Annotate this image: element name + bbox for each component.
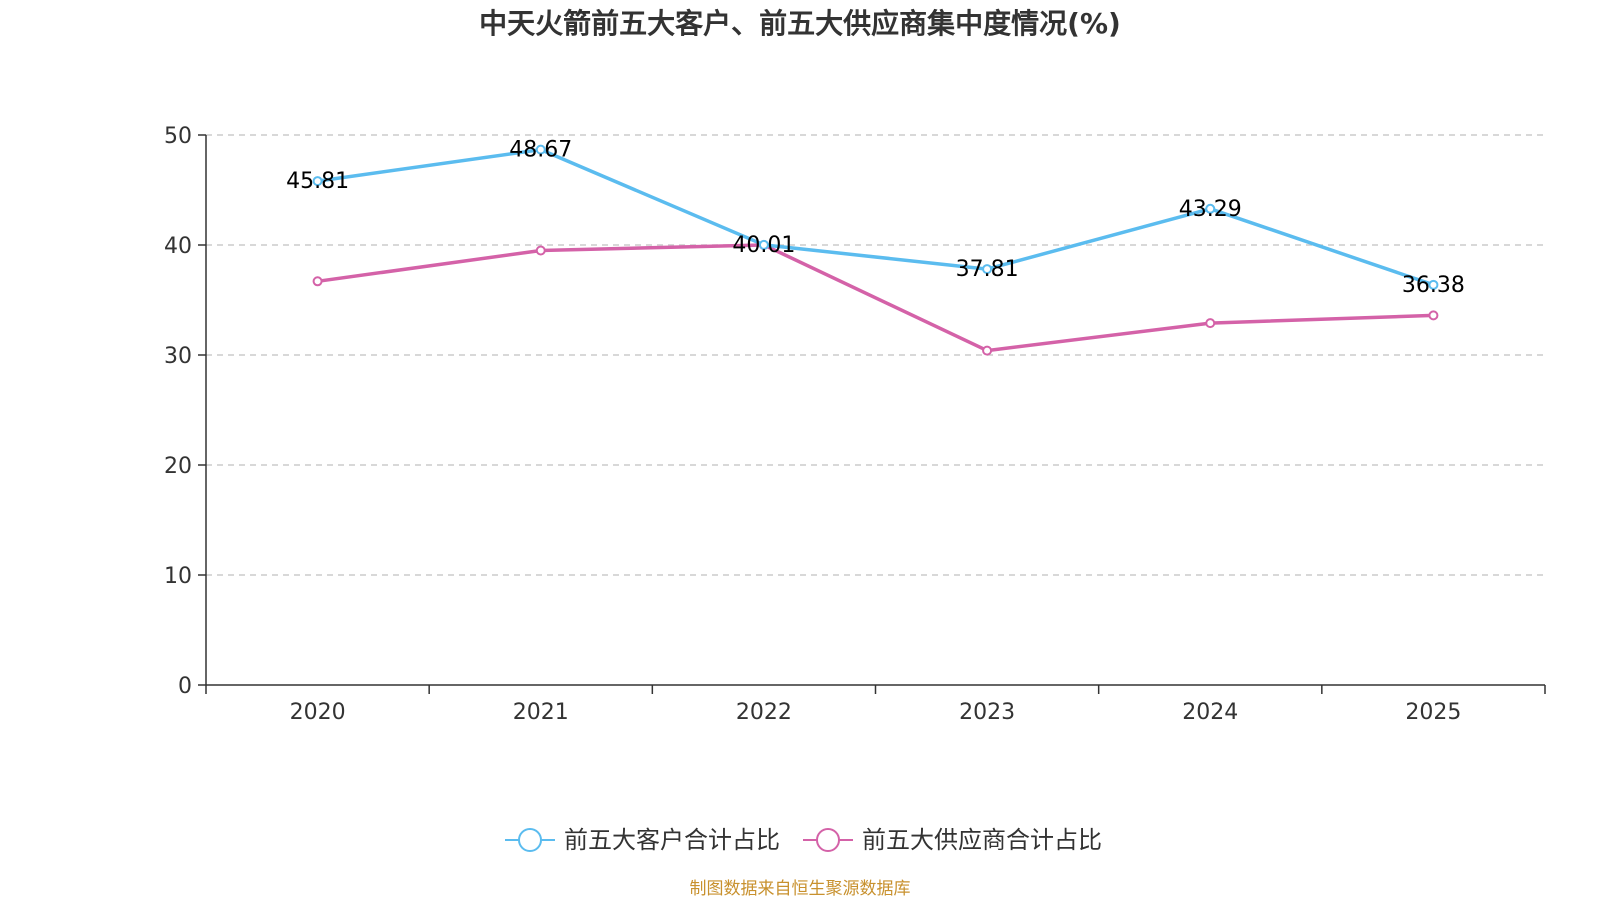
data-point-s1-2023 [982, 345, 993, 356]
x-tick-label-2021: 2021 [513, 700, 569, 725]
data-label-2025: 36.38 [1402, 273, 1465, 298]
x-tick-label-2025: 2025 [1405, 700, 1461, 725]
axes [205, 135, 1545, 686]
data-label-2021: 48.67 [509, 138, 572, 163]
x-tick-label-2023: 2023 [959, 700, 1015, 725]
x-tick-label-2020: 2020 [290, 700, 346, 725]
legend[interactable]: 前五大客户合计占比 前五大供应商合计占比 [505, 826, 1102, 854]
source-note: 制图数据来自恒生聚源数据库 [690, 879, 911, 899]
data-point-s1-2025 [1428, 310, 1439, 321]
data-point-s0-2021 [535, 144, 546, 155]
data-point-s0-2025 [1428, 279, 1439, 290]
y-tick-label-40: 40 [164, 234, 192, 259]
legend-label-suppliers: 前五大供应商合计占比 [862, 826, 1102, 854]
legend-item-suppliers[interactable]: 前五大供应商合计占比 [803, 826, 1102, 854]
data-point-s0-2024 [1205, 203, 1216, 214]
y-tick-label-20: 20 [164, 454, 192, 479]
data-point-s0-2020 [312, 176, 323, 187]
legend-item-customers[interactable]: 前五大客户合计占比 [505, 826, 780, 854]
grid-lines [206, 134, 1545, 576]
series-line-1 [317, 243, 1434, 353]
chart-title: 中天火箭前五大客户、前五大供应商集中度情况(%) [479, 7, 1121, 40]
data-point-s1-2021 [535, 245, 546, 256]
data-point-s1-2020 [312, 276, 323, 287]
y-tick-label-50: 50 [164, 124, 192, 149]
data-point-s0-2022 [758, 239, 769, 250]
series-line-0 [317, 147, 1434, 287]
data-point-s1-2024 [1205, 318, 1216, 329]
y-tick-label-10: 10 [164, 564, 192, 589]
x-axis-ticks: 2020 2021 2022 2023 2024 2025 [205, 685, 1546, 725]
legend-marker-customers [518, 828, 542, 852]
data-label-2022: 40.01 [732, 233, 795, 258]
x-tick-label-2022: 2022 [736, 700, 792, 725]
data-label-2024: 43.29 [1179, 197, 1242, 222]
y-axis-ticks: 0 10 20 30 40 50 [164, 124, 206, 699]
data-label-2023: 37.81 [956, 257, 1019, 282]
data-point-s0-2023 [982, 264, 993, 275]
data-label-2020: 45.81 [286, 169, 349, 194]
legend-label-customers: 前五大客户合计占比 [564, 826, 780, 854]
x-tick-label-2024: 2024 [1182, 700, 1238, 725]
series-group [312, 144, 1439, 356]
y-tick-label-0: 0 [178, 674, 192, 699]
data-labels: 45.81 48.67 40.01 37.81 43.29 36.38 [286, 138, 1465, 298]
y-tick-label-30: 30 [164, 344, 192, 369]
legend-marker-suppliers [816, 828, 840, 852]
